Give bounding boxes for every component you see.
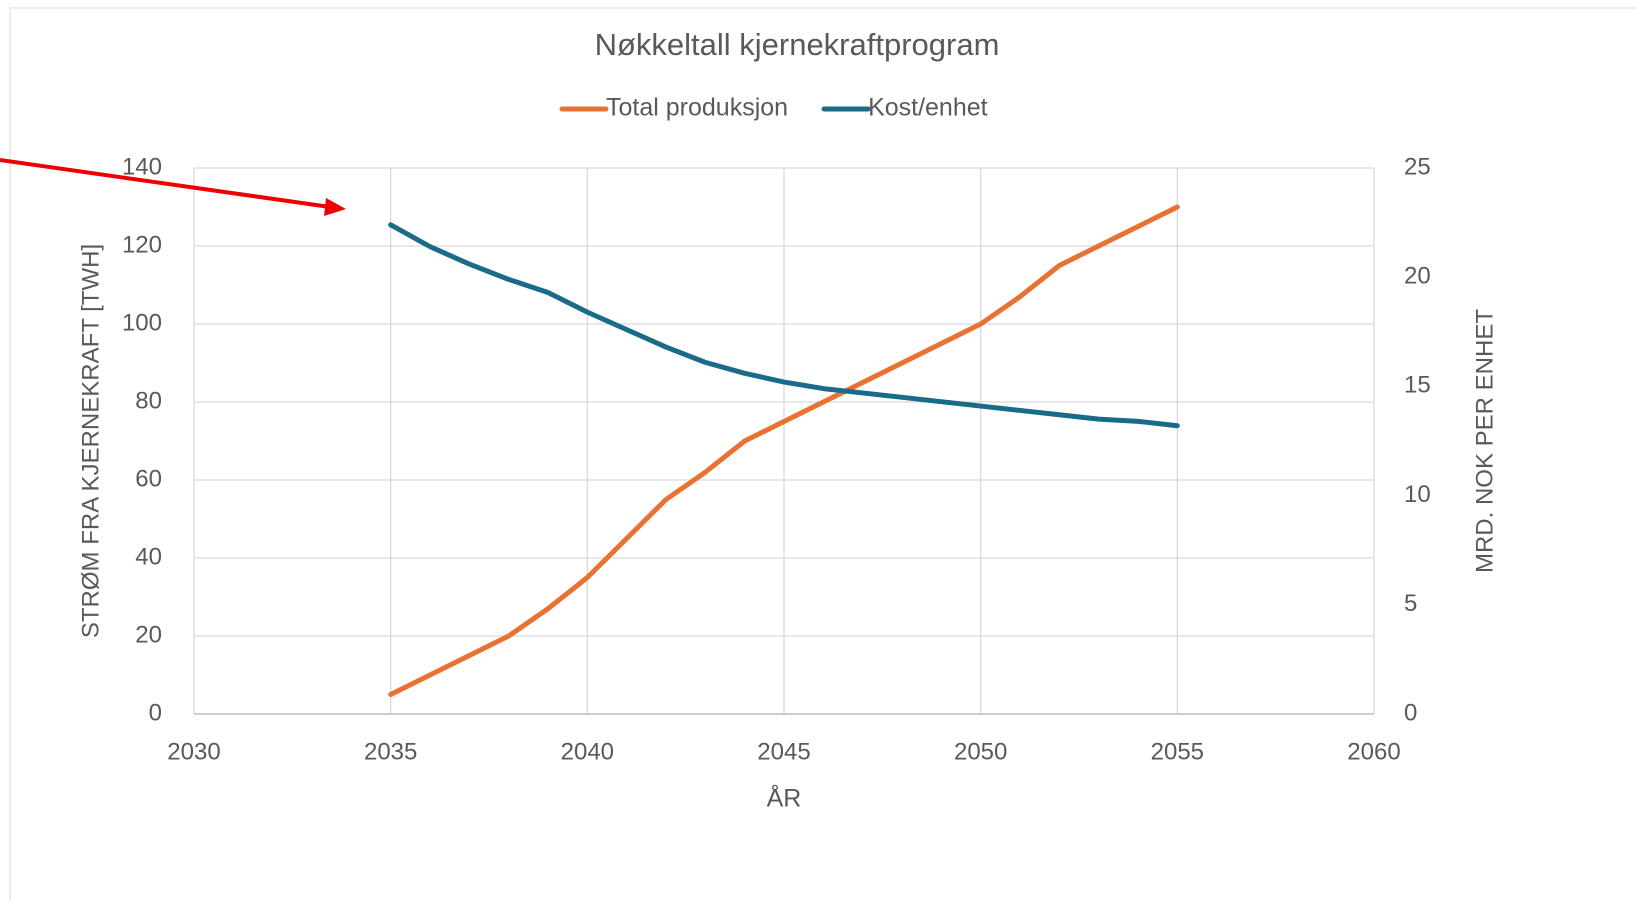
y-tick-label: 140: [122, 153, 162, 180]
y2-tick-label: 0: [1404, 699, 1417, 726]
y2-tick-label: 25: [1404, 153, 1431, 180]
y-tick-label: 20: [135, 621, 162, 648]
y-tick-label: 100: [122, 309, 162, 336]
x-tick-label: 2035: [364, 738, 417, 765]
legend: Total produksjon Kost/enhet: [559, 94, 988, 122]
y-axis-title: STRØM FRA KJERNEKRAFT [TWH]: [77, 244, 104, 638]
y2-tick-label: 20: [1404, 263, 1431, 290]
y2-tick-label: 5: [1404, 590, 1417, 617]
y-tick-label: 40: [135, 543, 162, 570]
chart-title: Nøkkeltall kjernekraftprogram: [595, 27, 1000, 62]
y2-tick-label: 15: [1404, 372, 1431, 399]
annotation-arrow: [0, 158, 346, 216]
y-tick-label: 120: [122, 231, 162, 258]
x-tick-label: 2040: [561, 738, 614, 765]
legend-label: Total produksjon: [606, 94, 788, 122]
x-axis-title: ÅR: [767, 783, 802, 813]
y2-axis-title: MRD. NOK PER ENHET: [1471, 309, 1498, 573]
x-tick-label: 2055: [1151, 738, 1204, 765]
y-tick-label: 60: [135, 465, 162, 492]
x-tick-label: 2045: [757, 738, 810, 765]
series-line: [388, 204, 1180, 697]
y-tick-label: 80: [135, 387, 162, 414]
legend-label: Kost/enhet: [868, 94, 988, 122]
x-tick-label: 2050: [954, 738, 1007, 765]
x-tick-label: 2030: [167, 738, 220, 765]
y2-tick-label: 10: [1404, 481, 1431, 508]
chart-frame: [9, 7, 1636, 906]
x-tick-label: 2060: [1347, 738, 1400, 765]
y-tick-label: 0: [149, 699, 162, 726]
series-line: [388, 222, 1180, 429]
